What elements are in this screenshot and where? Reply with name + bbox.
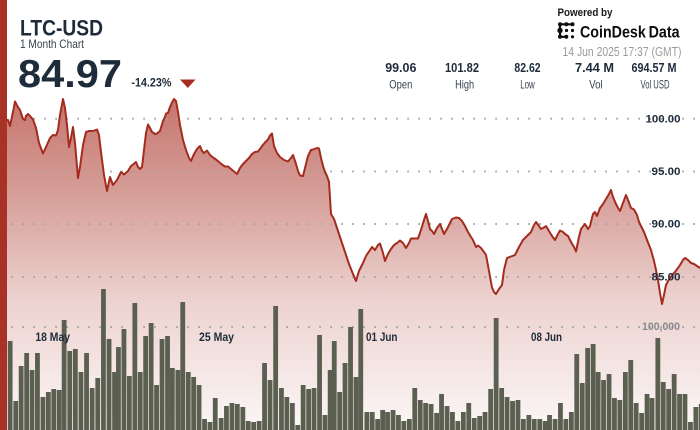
svg-text:Low: Low	[520, 78, 535, 92]
svg-text:Open: Open	[389, 78, 412, 92]
svg-text:694.57 M: 694.57 M	[632, 60, 677, 75]
svg-text:7.44 M: 7.44 M	[575, 60, 614, 75]
svg-text:95.00: 95.00	[652, 166, 681, 178]
svg-text:82.62: 82.62	[514, 60, 540, 75]
svg-text:100.00: 100.00	[646, 113, 681, 125]
svg-text:LTC-USD: LTC-USD	[20, 16, 103, 41]
svg-text:Vol: Vol	[589, 78, 603, 92]
svg-text:High: High	[455, 78, 474, 92]
svg-text:08 Jun: 08 Jun	[531, 330, 562, 344]
svg-text:01 Jun: 01 Jun	[366, 330, 398, 344]
svg-text:25 May: 25 May	[199, 330, 234, 344]
svg-text:CoinDesk Data: CoinDesk Data	[580, 22, 680, 41]
svg-text:100,000: 100,000	[642, 321, 680, 333]
svg-text:18 May: 18 May	[35, 330, 70, 344]
svg-text:14 Jun 2025 17:37 (GMT): 14 Jun 2025 17:37 (GMT)	[563, 44, 682, 59]
svg-text:99.06: 99.06	[385, 60, 416, 75]
svg-text:101.82: 101.82	[445, 60, 479, 75]
svg-text:Powered by: Powered by	[558, 7, 614, 19]
svg-text:85.00: 85.00	[652, 272, 681, 284]
svg-text:84.97: 84.97	[18, 53, 122, 96]
svg-text:Vol USD: Vol USD	[641, 78, 670, 92]
svg-text:-14.23%: -14.23%	[131, 78, 171, 90]
svg-text:1 Month Chart: 1 Month Chart	[20, 37, 85, 51]
svg-text:90.00: 90.00	[652, 219, 681, 231]
